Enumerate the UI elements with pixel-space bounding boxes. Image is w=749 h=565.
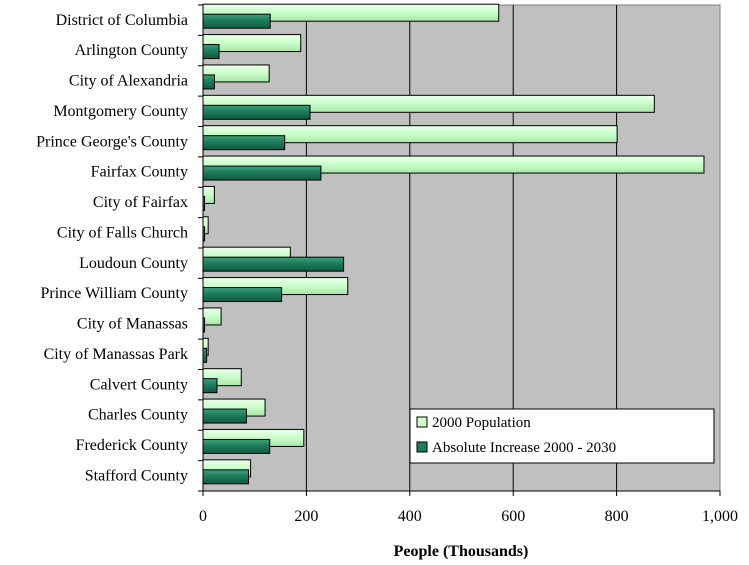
category-label-calvert-county: Calvert County [90, 376, 188, 393]
category-label-city-of-manassas-park: City of Manassas Park [44, 346, 188, 363]
category-label-loudoun-county: Loudoun County [79, 255, 188, 272]
x-tick-label-800: 800 [605, 508, 629, 525]
category-label-arlington-county: Arlington County [75, 42, 188, 59]
category-label-city-of-fairfax: City of Fairfax [93, 194, 188, 211]
bar-absolute-increase-loudoun-county [202, 256, 345, 272]
bar-absolute-increase-city-of-alexandria [202, 74, 215, 90]
x-tick-label-1000: 1,000 [702, 508, 738, 525]
bar-absolute-increase-fairfax-county [202, 165, 322, 181]
bar-absolute-increase-prince-george-s-county [202, 135, 286, 151]
category-label-montgomery-county: Montgomery County [53, 103, 188, 120]
category-label-stafford-county: Stafford County [85, 467, 188, 484]
bar-absolute-increase-stafford-county [202, 469, 249, 485]
x-axis-title: People (Thousands) [394, 543, 529, 560]
bar-absolute-increase-charles-county [202, 408, 247, 424]
category-label-frederick-county: Frederick County [76, 437, 188, 454]
legend-label-2000-population: 2000 Population [432, 415, 531, 431]
bar-absolute-increase-arlington-county [202, 44, 220, 60]
x-axis-ticks: 0 200 400 600 800 1,000 [199, 491, 738, 525]
x-tick-label-0: 0 [199, 508, 207, 525]
category-label-city-of-manassas: City of Manassas [77, 316, 188, 333]
category-label-city-of-alexandria: City of Alexandria [69, 73, 188, 90]
x-tick-label-600: 600 [501, 508, 525, 525]
bar-2000-population-city-of-manassas [202, 307, 222, 326]
bar-absolute-increase-calvert-county [202, 378, 218, 394]
bar-absolute-increase-montgomery-county [202, 104, 311, 120]
category-label-fairfax-county: Fairfax County [91, 164, 188, 181]
bar-absolute-increase-frederick-county [202, 438, 271, 454]
legend: 2000 Population Absolute Increase 2000 -… [409, 408, 715, 464]
legend-swatch-2000-population [416, 416, 428, 428]
category-label-charles-county: Charles County [88, 407, 188, 424]
x-tick-label-400: 400 [398, 508, 422, 525]
category-labels: District of Columbia Arlington County City… [36, 4, 203, 492]
legend-swatch-absolute-increase [416, 441, 428, 453]
category-label-district-of-columbia: District of Columbia [56, 12, 188, 29]
category-label-prince-william-county: Prince William County [41, 285, 189, 302]
bar-absolute-increase-district-of-columbia [202, 13, 271, 29]
bar-absolute-increase-prince-william-county [202, 287, 283, 303]
legend-label-absolute-increase: Absolute Increase 2000 - 2030 [432, 440, 616, 456]
category-label-prince-george-s-county: Prince George's County [36, 133, 188, 150]
bar-absolute-increase-city-of-manassas-park [202, 347, 208, 363]
category-label-city-of-falls-church: City of Falls Church [57, 224, 188, 241]
legend-box [409, 408, 715, 464]
x-tick-label-200: 200 [294, 508, 318, 525]
